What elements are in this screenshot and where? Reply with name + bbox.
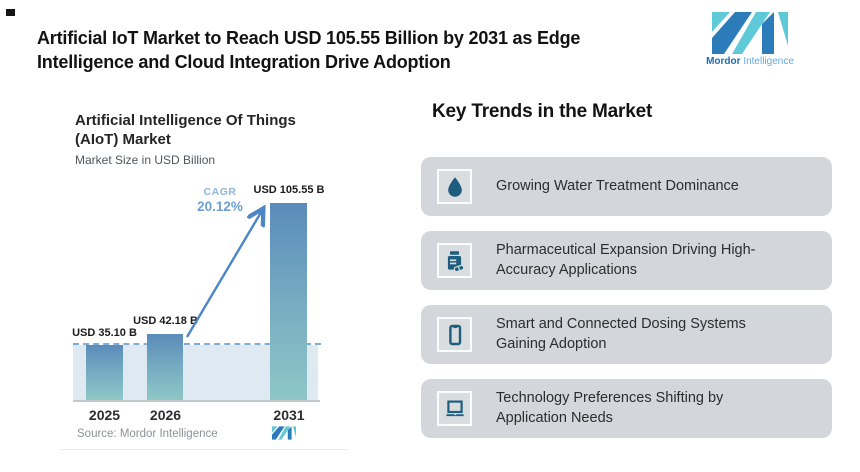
water-drop-icon xyxy=(447,176,462,197)
brand-wordmark: Mordor Intelligence xyxy=(700,56,800,67)
smartphone-icon xyxy=(448,324,461,345)
trend-icon-box xyxy=(437,391,472,426)
trend-icon-box xyxy=(437,317,472,352)
trend-text: Technology Preferences Shifting by Appli… xyxy=(496,390,724,426)
mordor-logo-small-icon xyxy=(272,426,296,440)
x-tick-2025: 2025 xyxy=(88,407,121,423)
dashed-reference-line xyxy=(73,343,321,345)
chart-bottom-divider xyxy=(60,449,348,450)
chart-title-line2: (AIoT) Market xyxy=(75,131,171,148)
x-tick-2026: 2026 xyxy=(149,407,182,423)
chart-title: Artificial Intelligence Of Things (AIoT)… xyxy=(75,111,296,149)
pill-bottle-icon xyxy=(447,250,464,272)
brand-name-primary: Mordor xyxy=(706,56,741,67)
bar-2025 xyxy=(86,345,123,400)
bar-2031 xyxy=(270,203,307,400)
chart-title-line1: Artificial Intelligence Of Things xyxy=(75,112,296,129)
bar-2026 xyxy=(147,334,183,400)
trends-list: Growing Water Treatment Dominance Pharma… xyxy=(421,157,832,453)
x-tick-2031: 2031 xyxy=(273,407,305,423)
corner-mark xyxy=(6,9,15,16)
trend-card-dosing-systems: Smart and Connected Dosing Systems Gaini… xyxy=(421,305,832,364)
brand-name-secondary: Intelligence xyxy=(743,56,794,67)
cagr-label: CAGR xyxy=(203,186,237,198)
chart-source: Source: Mordor Intelligence xyxy=(77,428,218,440)
bar-value-label-2025: USD 35.10 B xyxy=(72,327,137,339)
page-title: Artificial IoT Market to Reach USD 105.5… xyxy=(37,26,580,74)
aiot-market-chart: Artificial Intelligence Of Things (AIoT)… xyxy=(60,105,360,460)
trend-card-water-treatment: Growing Water Treatment Dominance xyxy=(421,157,832,216)
trends-heading: Key Trends in the Market xyxy=(432,101,653,122)
mordor-logo-icon xyxy=(712,12,788,54)
trend-card-pharmaceutical: Pharmaceutical Expansion Driving High-Ac… xyxy=(421,231,832,290)
cagr-annotation: CAGR 20.12% xyxy=(188,186,252,214)
trend-text: Growing Water Treatment Dominance xyxy=(496,177,739,194)
brand-logo: Mordor Intelligence xyxy=(700,12,800,67)
chart-subtitle: Market Size in USD Billion xyxy=(75,153,216,167)
bar-value-label-2026: USD 42.18 B xyxy=(133,315,198,327)
trend-icon-box xyxy=(437,243,472,278)
x-axis-line xyxy=(73,400,320,402)
page-title-line1: Artificial IoT Market to Reach USD 105.5… xyxy=(37,28,581,48)
trend-icon-box xyxy=(437,169,472,204)
trend-text: Pharmaceutical Expansion Driving High-Ac… xyxy=(496,242,756,278)
page-title-line2: Intelligence and Cloud Integration Drive… xyxy=(37,52,451,72)
trend-card-technology-preferences: Technology Preferences Shifting by Appli… xyxy=(421,379,832,438)
bar-value-label-2031: USD 105.55 B xyxy=(253,184,325,196)
cagr-value: 20.12% xyxy=(197,199,243,214)
laptop-icon xyxy=(445,399,464,416)
trend-text: Smart and Connected Dosing Systems Gaini… xyxy=(496,316,746,352)
